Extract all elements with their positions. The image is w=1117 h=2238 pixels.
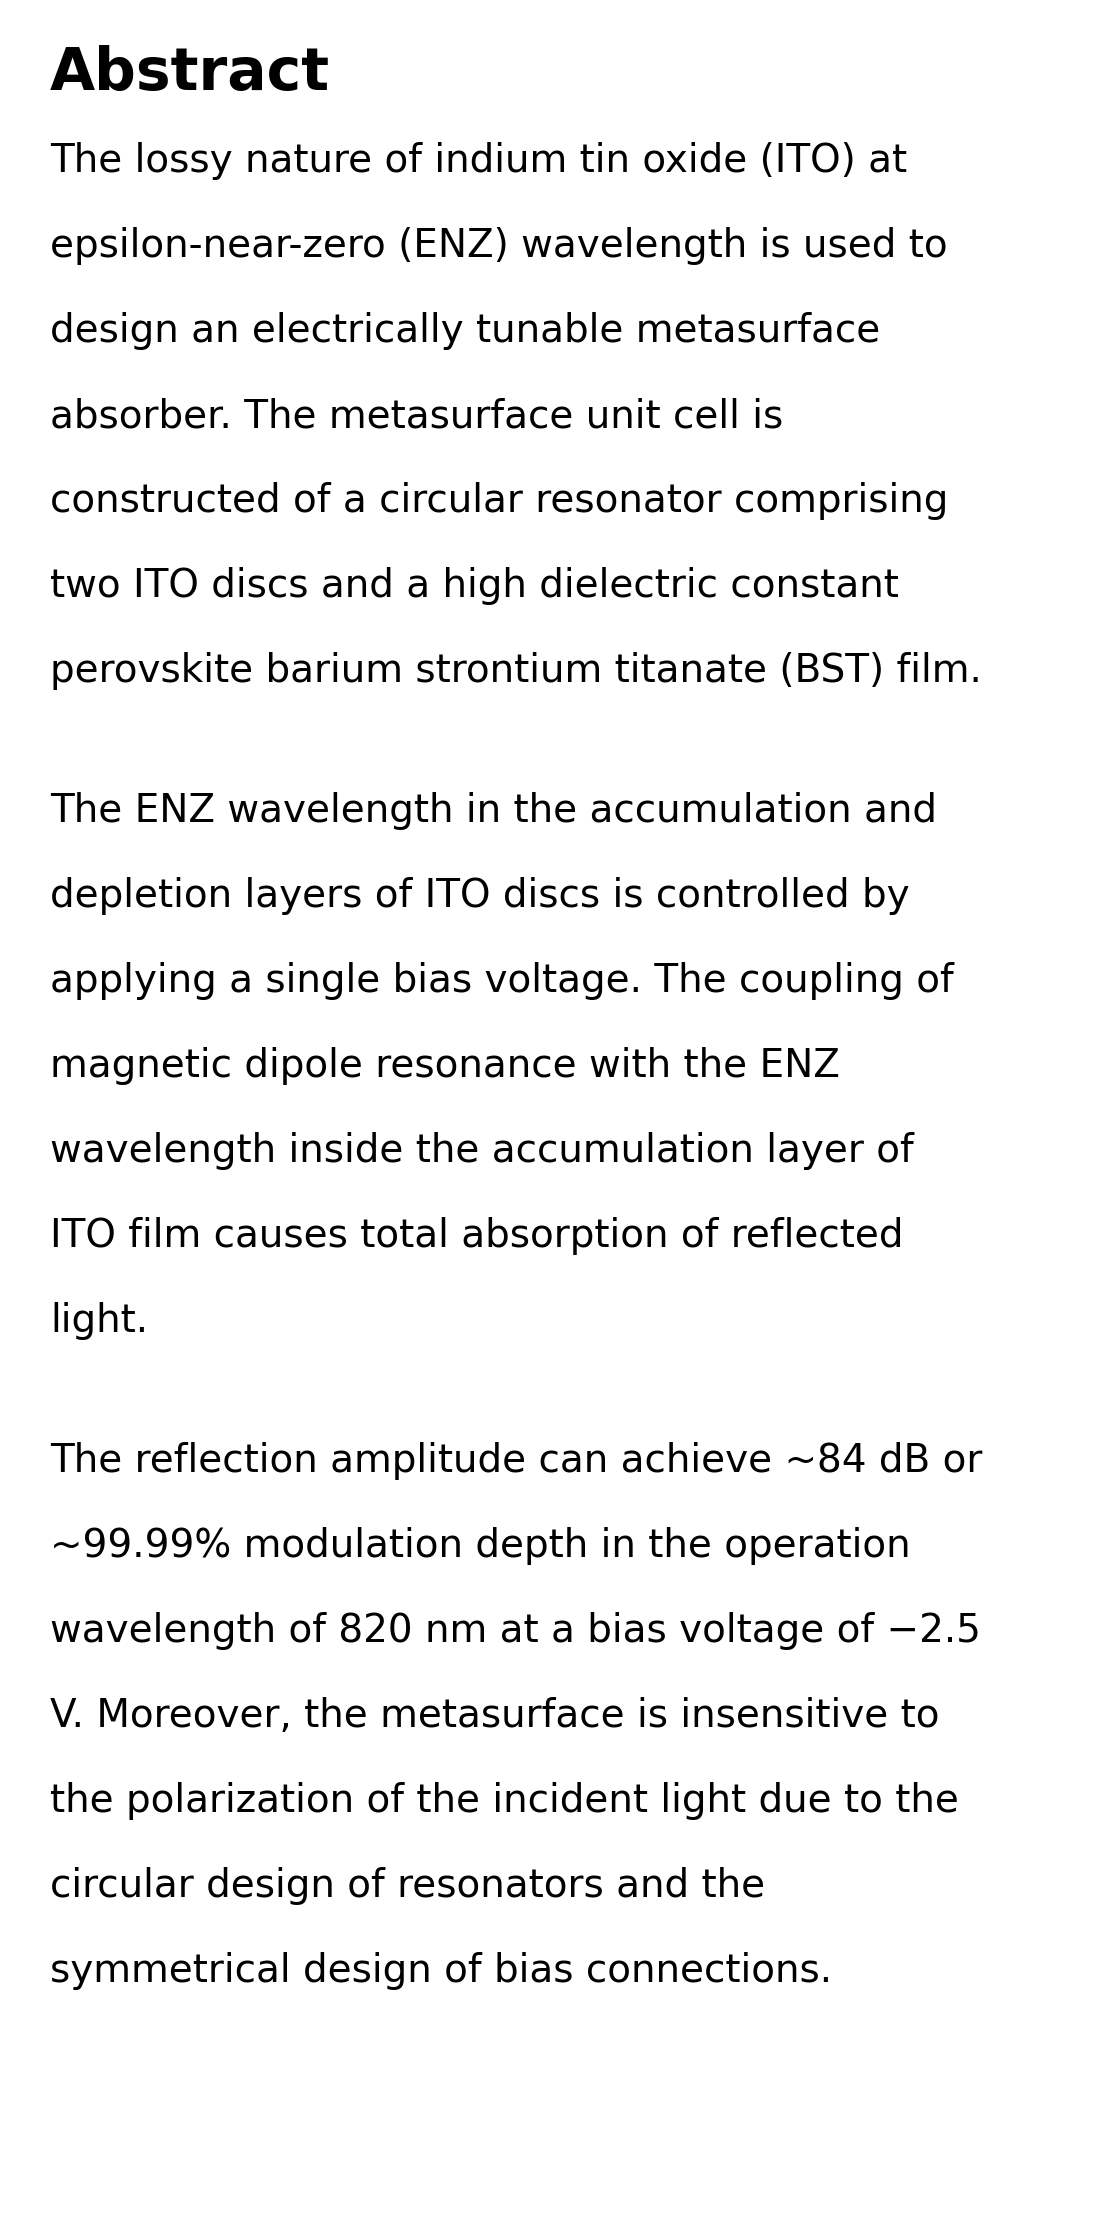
Text: Abstract: Abstract xyxy=(50,45,331,103)
Text: design an electrically tunable metasurface: design an electrically tunable metasurfa… xyxy=(50,311,880,349)
Text: V. Moreover, the metasurface is insensitive to: V. Moreover, the metasurface is insensit… xyxy=(50,1696,939,1734)
Text: magnetic dipole resonance with the ENZ: magnetic dipole resonance with the ENZ xyxy=(50,1047,840,1085)
Text: circular design of resonators and the: circular design of resonators and the xyxy=(50,1866,765,1905)
Text: applying a single bias voltage. The coupling of: applying a single bias voltage. The coup… xyxy=(50,962,954,1000)
Text: The ENZ wavelength in the accumulation and: The ENZ wavelength in the accumulation a… xyxy=(50,792,937,830)
Text: ~99.99% modulation depth in the operation: ~99.99% modulation depth in the operatio… xyxy=(50,1526,910,1564)
Text: symmetrical design of bias connections.: symmetrical design of bias connections. xyxy=(50,1952,832,1990)
Text: absorber. The metasurface unit cell is: absorber. The metasurface unit cell is xyxy=(50,396,783,434)
Text: depletion layers of ITO discs is controlled by: depletion layers of ITO discs is control… xyxy=(50,877,909,915)
Text: constructed of a circular resonator comprising: constructed of a circular resonator comp… xyxy=(50,481,948,519)
Text: wavelength of 820 nm at a bias voltage of −2.5: wavelength of 820 nm at a bias voltage o… xyxy=(50,1611,981,1649)
Text: the polarization of the incident light due to the: the polarization of the incident light d… xyxy=(50,1781,958,1819)
Text: two ITO discs and a high dielectric constant: two ITO discs and a high dielectric cons… xyxy=(50,566,899,604)
Text: The reflection amplitude can achieve ~84 dB or: The reflection amplitude can achieve ~84… xyxy=(50,1441,982,1479)
Text: The lossy nature of indium tin oxide (ITO) at: The lossy nature of indium tin oxide (IT… xyxy=(50,141,907,179)
Text: ITO film causes total absorption of reflected: ITO film causes total absorption of refl… xyxy=(50,1217,904,1256)
Text: light.: light. xyxy=(50,1303,149,1341)
Text: epsilon-near-zero (ENZ) wavelength is used to: epsilon-near-zero (ENZ) wavelength is us… xyxy=(50,226,947,264)
Text: perovskite barium strontium titanate (BST) film.: perovskite barium strontium titanate (BS… xyxy=(50,651,982,689)
Text: wavelength inside the accumulation layer of: wavelength inside the accumulation layer… xyxy=(50,1132,914,1170)
